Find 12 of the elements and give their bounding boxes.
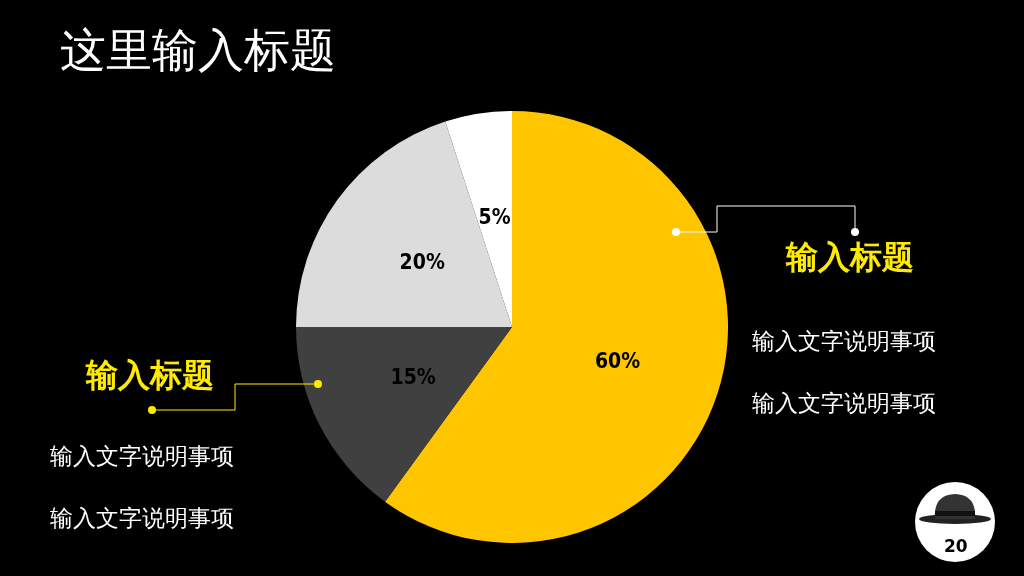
text: 输入文字说明事项 <box>752 389 936 418</box>
chart-title: 这里输入标题 <box>60 23 336 77</box>
text: 输入文字说明事项 <box>50 442 234 471</box>
text: 输入标题 <box>786 237 914 278</box>
text: 输入文字说明事项 <box>50 504 234 533</box>
text: 输入标题 <box>86 355 214 396</box>
data-label: 20% <box>399 249 445 274</box>
data-label: 60% <box>594 349 641 374</box>
data-label: 5% <box>478 205 511 230</box>
text: 输入文字说明事项 <box>752 327 936 356</box>
data-label: 15% <box>390 365 436 390</box>
text: 20 <box>944 536 968 556</box>
